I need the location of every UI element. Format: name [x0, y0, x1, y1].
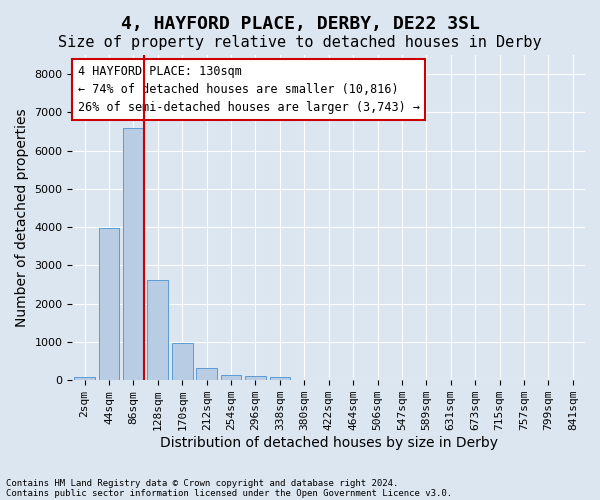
Bar	[221, 375, 241, 380]
Bar	[269, 377, 290, 380]
Bar	[98, 228, 119, 380]
Bar	[74, 378, 95, 380]
Text: 4 HAYFORD PLACE: 130sqm
← 74% of detached houses are smaller (10,816)
26% of sem: 4 HAYFORD PLACE: 130sqm ← 74% of detache…	[77, 65, 419, 114]
Bar	[245, 376, 266, 380]
Bar	[172, 344, 193, 380]
Text: 4, HAYFORD PLACE, DERBY, DE22 3SL: 4, HAYFORD PLACE, DERBY, DE22 3SL	[121, 15, 479, 33]
Text: Size of property relative to detached houses in Derby: Size of property relative to detached ho…	[58, 35, 542, 50]
Text: Contains HM Land Registry data © Crown copyright and database right 2024.: Contains HM Land Registry data © Crown c…	[6, 478, 398, 488]
Y-axis label: Number of detached properties: Number of detached properties	[15, 108, 29, 327]
Bar	[196, 368, 217, 380]
Bar	[148, 280, 168, 380]
Text: Contains public sector information licensed under the Open Government Licence v3: Contains public sector information licen…	[6, 488, 452, 498]
Bar	[123, 128, 144, 380]
X-axis label: Distribution of detached houses by size in Derby: Distribution of detached houses by size …	[160, 436, 498, 450]
